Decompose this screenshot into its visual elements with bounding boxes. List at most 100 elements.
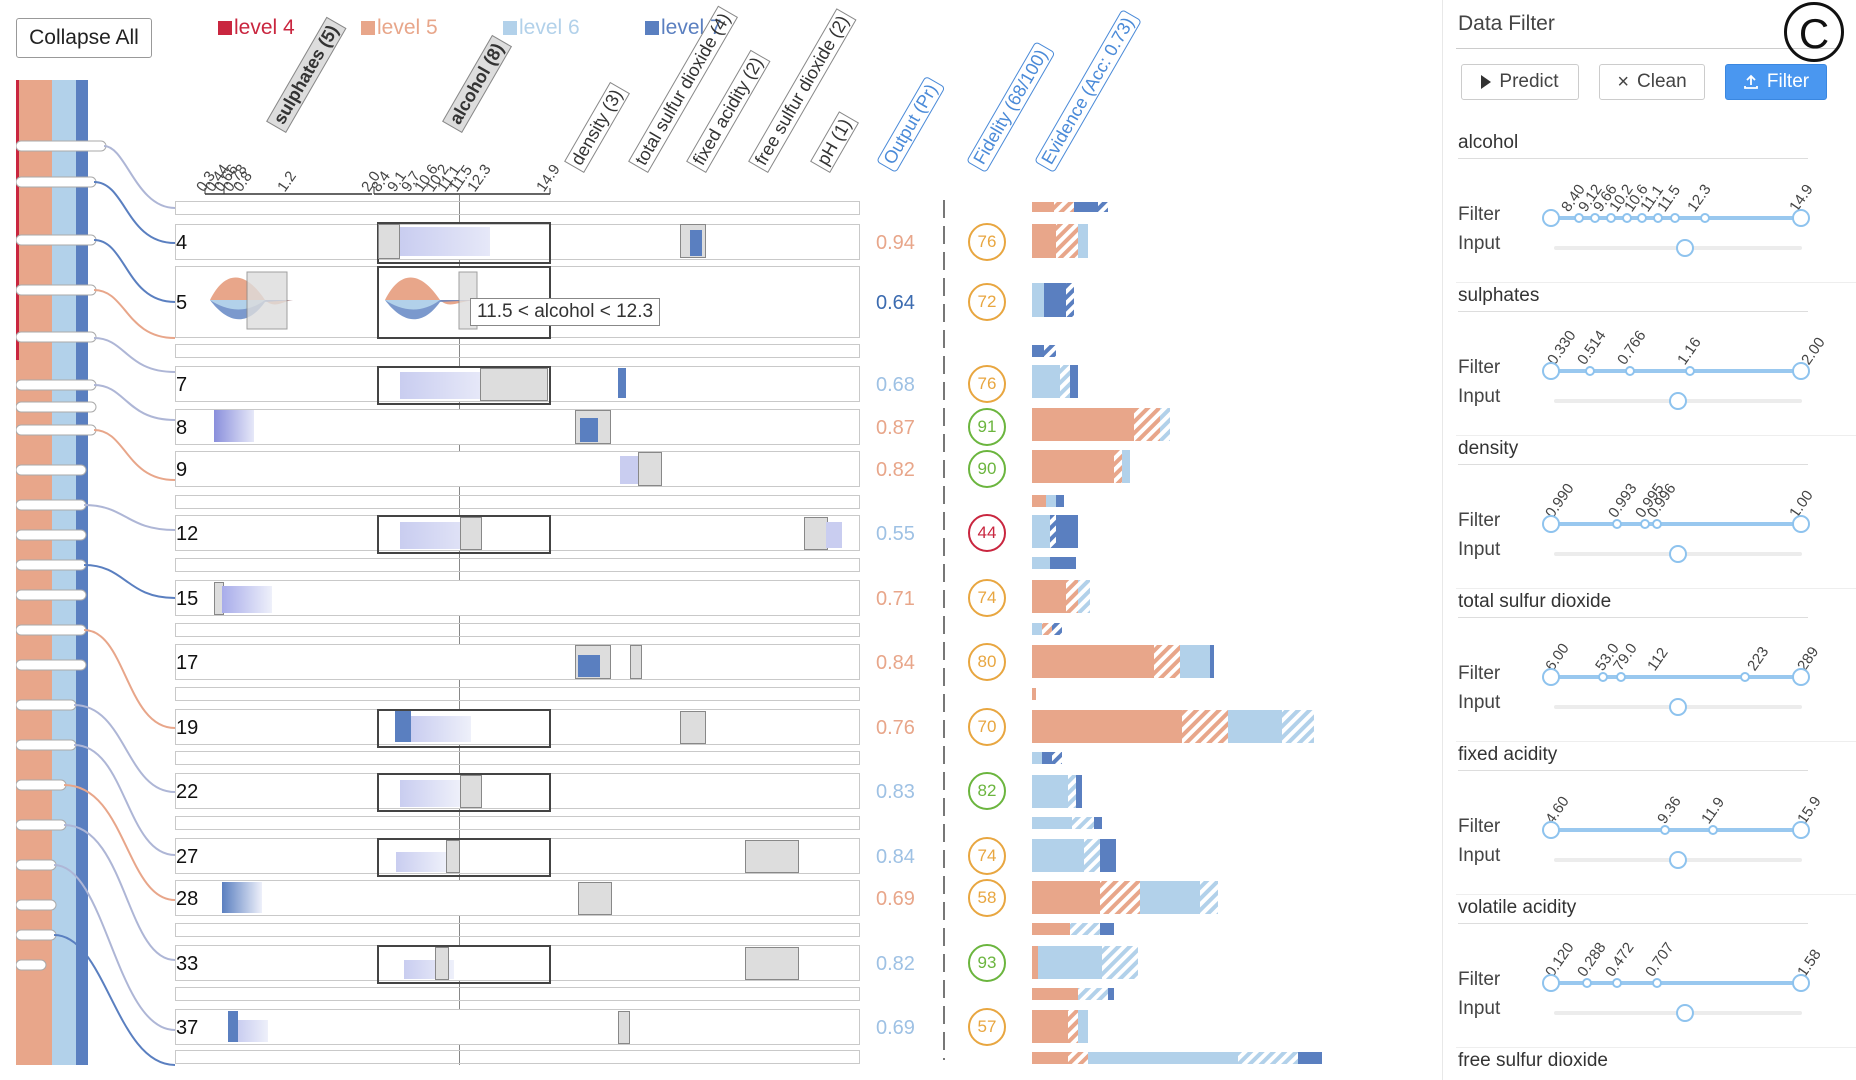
histogram bbox=[238, 1020, 268, 1042]
condition-range bbox=[446, 840, 460, 873]
histogram bbox=[400, 227, 490, 256]
condition-box[interactable] bbox=[377, 366, 551, 405]
collapsed-rules-bar[interactable] bbox=[175, 201, 860, 215]
rule-row-17[interactable] bbox=[175, 644, 860, 680]
slider-handle-max[interactable] bbox=[1792, 362, 1810, 380]
filter-range-slider[interactable] bbox=[1551, 675, 1801, 679]
slider-handle-max[interactable] bbox=[1792, 821, 1810, 839]
collapsed-rules-bar[interactable] bbox=[175, 751, 860, 765]
input-slider-handle[interactable] bbox=[1669, 698, 1687, 716]
collapsed-rules-bar[interactable] bbox=[175, 687, 860, 701]
slider-split-point[interactable] bbox=[1622, 213, 1632, 223]
slider-split-point[interactable] bbox=[1652, 978, 1662, 988]
condition-range bbox=[804, 517, 828, 550]
slider-split-point[interactable] bbox=[1585, 366, 1595, 376]
slider-split-point[interactable] bbox=[1700, 213, 1710, 223]
condition-range bbox=[630, 645, 642, 679]
condition-range bbox=[618, 1011, 630, 1044]
legend-label: level 5 bbox=[377, 16, 438, 39]
slider-handle-max[interactable] bbox=[1792, 974, 1810, 992]
condition-box[interactable] bbox=[377, 838, 551, 877]
input-slider-handle[interactable] bbox=[1669, 851, 1687, 869]
slider-split-point[interactable] bbox=[1652, 519, 1662, 529]
condition-range bbox=[745, 840, 799, 873]
fidelity-badge: 80 bbox=[968, 643, 1006, 681]
input-slider-handle[interactable] bbox=[1669, 392, 1687, 410]
predict-button[interactable]: Predict bbox=[1461, 64, 1579, 100]
collapsed-rules-bar[interactable] bbox=[175, 816, 860, 830]
condition-box[interactable] bbox=[377, 515, 551, 554]
slider-split-point[interactable] bbox=[1598, 672, 1608, 682]
rule-row-15[interactable] bbox=[175, 580, 860, 616]
filter-range-slider[interactable] bbox=[1551, 828, 1801, 832]
slider-handle-max[interactable] bbox=[1792, 515, 1810, 533]
column-header-evidence[interactable]: Evidence (Acc: 0.73) bbox=[1034, 9, 1143, 173]
slider-split-point[interactable] bbox=[1653, 213, 1663, 223]
column-header-alcohol[interactable]: alcohol (8) bbox=[442, 34, 513, 133]
filter-range-slider[interactable] bbox=[1551, 522, 1801, 526]
filter-section-title: alcohol bbox=[1458, 132, 1519, 153]
filter-row-label: Filter bbox=[1458, 663, 1501, 684]
collapsed-rules-bar[interactable] bbox=[175, 623, 860, 637]
collapsed-rules-bar[interactable] bbox=[175, 987, 860, 1001]
slider-split-point[interactable] bbox=[1685, 366, 1695, 376]
rule-row-28[interactable] bbox=[175, 880, 860, 916]
slider-split-point[interactable] bbox=[1612, 978, 1622, 988]
collapsed-rules-bar[interactable] bbox=[175, 923, 860, 937]
slider-handle-min[interactable] bbox=[1542, 209, 1560, 227]
fidelity-badge: 90 bbox=[968, 450, 1006, 488]
slider-split-point[interactable] bbox=[1590, 213, 1600, 223]
histogram bbox=[411, 716, 471, 742]
collapse-all-button[interactable]: Collapse All bbox=[16, 18, 152, 58]
filter-range-slider[interactable] bbox=[1551, 369, 1801, 373]
slider-split-point[interactable] bbox=[1606, 213, 1616, 223]
clean-button[interactable]: × Clean bbox=[1599, 64, 1705, 100]
slider-handle-min[interactable] bbox=[1542, 515, 1560, 533]
slider-split-point[interactable] bbox=[1640, 519, 1650, 529]
slider-split-point[interactable] bbox=[1616, 672, 1626, 682]
slider-handle-max[interactable] bbox=[1792, 668, 1810, 686]
slider-split-point[interactable] bbox=[1625, 366, 1635, 376]
slider-handle-min[interactable] bbox=[1542, 821, 1560, 839]
slider-handle-min[interactable] bbox=[1542, 668, 1560, 686]
rule-row-8[interactable] bbox=[175, 409, 860, 445]
output-value: 0.68 bbox=[876, 374, 915, 396]
slider-split-point[interactable] bbox=[1660, 825, 1670, 835]
slider-split-point[interactable] bbox=[1708, 825, 1718, 835]
slider-handle-min[interactable] bbox=[1542, 974, 1560, 992]
filter-section-title: sulphates bbox=[1458, 285, 1540, 306]
column-header-output[interactable]: Output (Pr) bbox=[876, 75, 946, 173]
collapsed-rules-bar[interactable] bbox=[175, 495, 860, 509]
rule-row-4[interactable] bbox=[175, 224, 860, 260]
condition-box[interactable] bbox=[377, 773, 551, 812]
slider-handle-min[interactable] bbox=[1542, 362, 1560, 380]
input-slider-handle[interactable] bbox=[1669, 545, 1687, 563]
divider bbox=[1456, 48, 1836, 49]
rule-row-22[interactable] bbox=[175, 773, 860, 809]
slider-split-point[interactable] bbox=[1637, 213, 1647, 223]
input-slider-handle[interactable] bbox=[1676, 1004, 1694, 1022]
filter-row-label: Filter bbox=[1458, 204, 1501, 225]
slider-split-point[interactable] bbox=[1740, 672, 1750, 682]
slider-split-point[interactable] bbox=[1574, 213, 1584, 223]
collapsed-rules-bar[interactable] bbox=[175, 558, 860, 572]
slider-split-point[interactable] bbox=[1582, 978, 1592, 988]
slider-split-point[interactable] bbox=[1670, 213, 1680, 223]
filter-range-slider[interactable] bbox=[1551, 981, 1801, 985]
slider-split-point[interactable] bbox=[1612, 519, 1622, 529]
rule-row-9[interactable] bbox=[175, 451, 860, 487]
legend-level-6: level 6 bbox=[503, 16, 580, 40]
output-value: 0.82 bbox=[876, 459, 915, 481]
collapsed-rules-bar[interactable] bbox=[175, 344, 860, 358]
rule-id: 5 bbox=[176, 292, 188, 314]
rule-row-12[interactable] bbox=[175, 515, 860, 551]
slider-handle-max[interactable] bbox=[1792, 209, 1810, 227]
condition-box[interactable] bbox=[377, 709, 551, 748]
filter-button[interactable]: Filter bbox=[1725, 64, 1827, 100]
column-header-ph[interactable]: pH (1) bbox=[810, 111, 860, 173]
rule-id: 4 bbox=[176, 232, 188, 254]
condition-box[interactable] bbox=[377, 945, 551, 984]
input-slider-handle[interactable] bbox=[1676, 239, 1694, 257]
collapsed-rules-bar[interactable] bbox=[175, 1050, 860, 1064]
rule-row-37[interactable] bbox=[175, 1009, 860, 1045]
